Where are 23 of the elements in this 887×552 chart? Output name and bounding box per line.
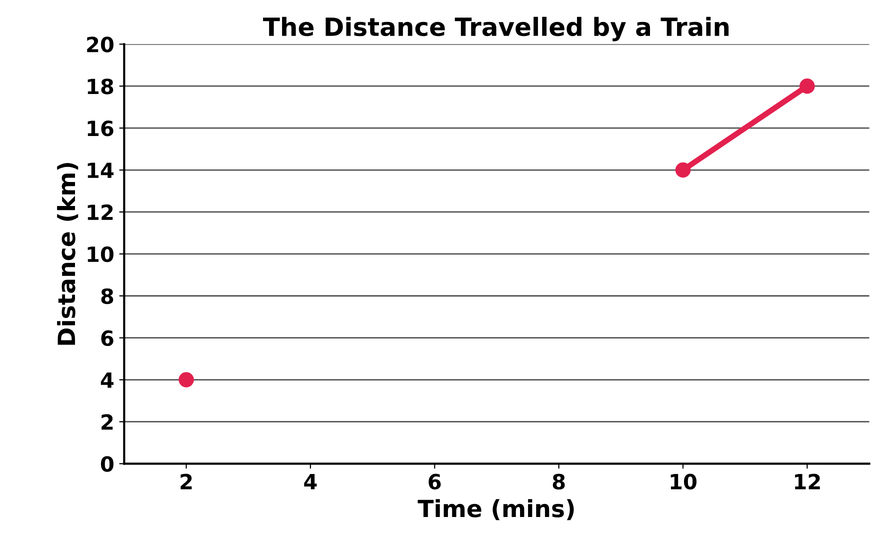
y-tick-label: 14	[88, 162, 114, 178]
y-tick-label: 16	[88, 120, 114, 136]
y-axis-title: Distance (km)	[57, 163, 78, 345]
x-tick-label: 10	[670, 474, 696, 490]
x-tick-label: 4	[304, 474, 317, 490]
x-axis-title: Time (mins)	[418, 499, 574, 520]
y-tick-label: 2	[102, 414, 113, 430]
x-tick-label: 8	[552, 474, 565, 490]
x-tick-label: 2	[180, 474, 192, 490]
point	[675, 162, 691, 178]
y-tick-label: 6	[101, 330, 114, 346]
point	[800, 78, 815, 94]
x-tick-label: 12	[795, 474, 820, 490]
y-tick-label: 8	[101, 288, 114, 304]
y-tick-label: 18	[88, 78, 114, 94]
y-tick-label: 0	[100, 456, 114, 472]
y-tick-label: 10	[88, 246, 114, 262]
y-tick-label: 4	[100, 372, 114, 388]
x-tick-label: 6	[428, 474, 441, 490]
y-tick-label: 12	[88, 204, 113, 220]
chart-title: The Distance Travelled by a Train	[263, 16, 729, 42]
y-tick-label: 20	[87, 36, 114, 52]
point	[178, 372, 194, 388]
